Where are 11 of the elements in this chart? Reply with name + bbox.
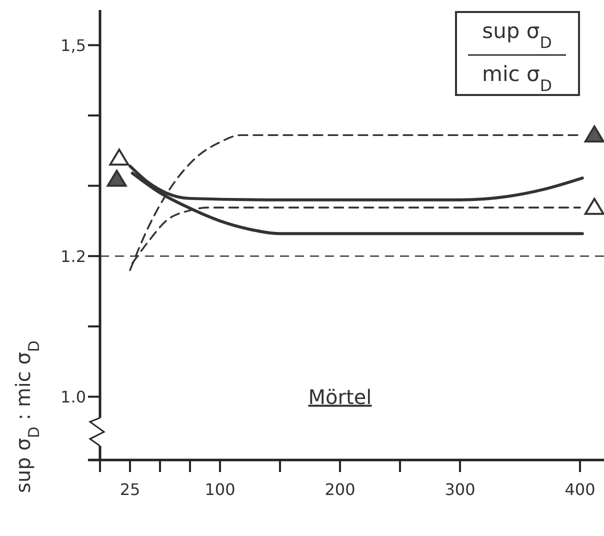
x-tick-label: 25 [120,480,140,499]
x-tick-label: 400 [564,480,596,499]
y-tick-label: 1.2 [60,247,86,266]
x-tick-label: 100 [204,480,236,499]
annotation: sup σ$_{D}$ [482,19,552,52]
x-tick-label: 300 [444,480,476,499]
annotation: mic σ$_{D}$ [482,62,552,94]
annotation: Mörtel [308,384,372,409]
x-tick-label: 200 [324,480,356,499]
y-tick-label: 1.0 [60,388,86,407]
y-tick-label: 1,5 [60,36,86,56]
